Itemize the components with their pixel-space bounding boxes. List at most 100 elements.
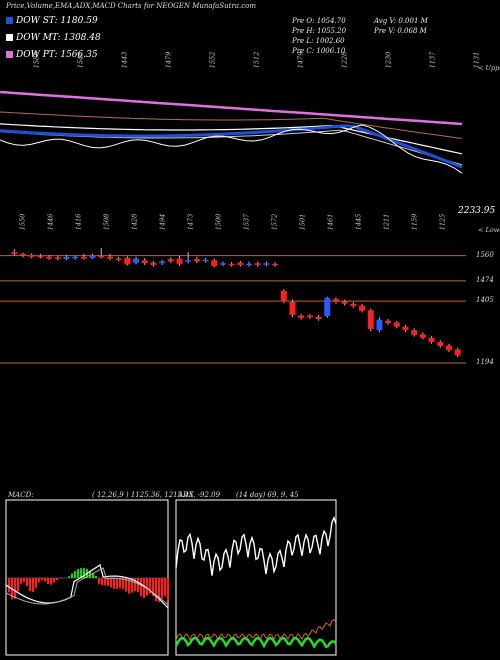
macd-histogram-bar bbox=[23, 578, 26, 582]
candle-body bbox=[211, 260, 218, 267]
candle-body bbox=[124, 257, 131, 265]
legend-label-mt: DOW MT: 1308.48 bbox=[16, 33, 101, 43]
candle-body bbox=[72, 256, 79, 259]
adx-line bbox=[175, 515, 337, 576]
top-price-label: 1552 bbox=[208, 51, 217, 69]
adx-caption-values: (14 day) 69, 9, 45 bbox=[236, 491, 299, 499]
macd-histogram-bar bbox=[143, 578, 146, 598]
macd-histogram-bar bbox=[83, 568, 86, 578]
candle-body bbox=[115, 258, 122, 261]
candle-body bbox=[289, 301, 296, 315]
candle-body bbox=[89, 255, 96, 258]
bottom-price-label: 1473 bbox=[186, 213, 195, 231]
candle-body bbox=[411, 330, 418, 335]
ema-pt-line bbox=[0, 90, 463, 126]
macd-histogram-bar bbox=[41, 578, 44, 581]
candle-body bbox=[419, 334, 426, 338]
top-price-label: 1512 bbox=[252, 51, 261, 69]
macd-histogram-bar bbox=[152, 578, 155, 597]
macd-histogram-bar bbox=[101, 578, 104, 586]
stat-prev-low: Pre L: 1002.60 bbox=[292, 37, 345, 45]
macd-histogram-bar bbox=[62, 578, 65, 579]
top-price-label: 1546 bbox=[76, 51, 85, 69]
macd-histogram-bar bbox=[29, 578, 32, 592]
macd-histogram-bar bbox=[17, 578, 20, 592]
upper-label: < Upper bbox=[478, 64, 500, 72]
candle-body bbox=[37, 255, 44, 258]
bottom-price-label: 1537 bbox=[242, 213, 251, 231]
macd-signal-line bbox=[5, 567, 169, 606]
stat-prev-open: Pre O: 1054.70 bbox=[292, 17, 346, 25]
top-price-label: 1230 bbox=[384, 51, 393, 69]
macd-histogram-bar bbox=[155, 578, 158, 602]
macd-histogram-bar bbox=[77, 569, 80, 578]
candle-body bbox=[176, 258, 183, 264]
stat-prev-high: Pre H: 1055.20 bbox=[292, 27, 347, 35]
candle-body bbox=[20, 253, 27, 256]
top-price-label: 1479 bbox=[164, 51, 173, 69]
bottom-price-label: 1428 bbox=[130, 213, 139, 231]
candle-body bbox=[193, 259, 200, 262]
stat-prev-volume: Pre V: 0.068 M bbox=[374, 27, 427, 35]
macd-histogram-bar bbox=[35, 578, 38, 588]
macd-histogram-bar bbox=[26, 578, 29, 587]
top-price-label: 1443 bbox=[120, 51, 129, 69]
candle-body bbox=[228, 263, 235, 266]
candle-body bbox=[133, 258, 140, 263]
ema-st-line bbox=[0, 124, 463, 169]
candle-body bbox=[350, 303, 357, 307]
macd-histogram-bar bbox=[110, 578, 113, 588]
bottom-price-label: 1501 bbox=[298, 213, 307, 231]
macd-histogram-bar bbox=[125, 578, 128, 592]
candle-body bbox=[402, 326, 409, 331]
bottom-price-label: 1125 bbox=[438, 213, 447, 231]
adx-minus-di-line bbox=[174, 636, 337, 649]
bottom-price-label: 1445 bbox=[354, 213, 363, 231]
top-price-label: 1137 bbox=[428, 51, 437, 69]
macd-histogram-bar bbox=[161, 578, 164, 599]
macd-histogram-bar bbox=[56, 578, 59, 581]
macd-histogram-bar bbox=[140, 578, 143, 597]
candle-body bbox=[315, 316, 322, 320]
candle-body bbox=[28, 255, 35, 257]
bottom-price-label: 1572 bbox=[270, 213, 279, 231]
candle-body bbox=[359, 305, 366, 311]
stat-prev-close: Pre C: 1006.10 bbox=[292, 47, 346, 55]
macd-histogram-bar bbox=[104, 578, 107, 586]
macd-histogram-bar bbox=[59, 578, 62, 579]
price-level-label: 1194 bbox=[476, 358, 494, 367]
ema-upper-line bbox=[0, 111, 463, 139]
bottom-price-label: 1494 bbox=[158, 213, 167, 231]
candle-body bbox=[324, 297, 331, 317]
bottom-price-label: 1550 bbox=[18, 213, 27, 231]
candle-body bbox=[393, 322, 400, 327]
macd-histogram-bar bbox=[158, 578, 161, 603]
price-close-line bbox=[0, 124, 463, 174]
candle-body bbox=[80, 256, 87, 259]
bottom-price-label: 1211 bbox=[382, 213, 391, 231]
macd-histogram-bar bbox=[95, 575, 98, 578]
candle-body bbox=[428, 337, 435, 342]
last-price-label: 2233.95 bbox=[458, 206, 496, 216]
candle-body bbox=[385, 320, 392, 324]
macd-histogram-bar bbox=[149, 578, 152, 594]
macd-histogram-bar bbox=[68, 576, 71, 578]
macd-histogram-bar bbox=[134, 578, 137, 591]
macd-histogram-bar bbox=[53, 578, 56, 583]
price-level-label: 1405 bbox=[476, 296, 494, 305]
candle-body bbox=[298, 315, 305, 318]
candle-body bbox=[306, 315, 313, 318]
legend-dow-mt: DOW MT: 1308.48 bbox=[6, 33, 101, 43]
macd-histogram-bar bbox=[8, 578, 11, 593]
adx-panel bbox=[175, 499, 337, 656]
macd-histogram-bar bbox=[137, 578, 140, 593]
legend-swatch-st bbox=[6, 17, 13, 24]
macd-histogram-bar bbox=[122, 578, 125, 589]
stat-avg-volume: Avg V: 0.001 M bbox=[374, 17, 428, 25]
macd-histogram-bar bbox=[107, 578, 110, 586]
legend-label-st: DOW ST: 1180.59 bbox=[16, 16, 98, 26]
macd-histogram-bar bbox=[74, 570, 77, 578]
macd-histogram-bar bbox=[92, 573, 95, 578]
candle-body bbox=[106, 256, 113, 259]
candle-body bbox=[272, 263, 279, 266]
